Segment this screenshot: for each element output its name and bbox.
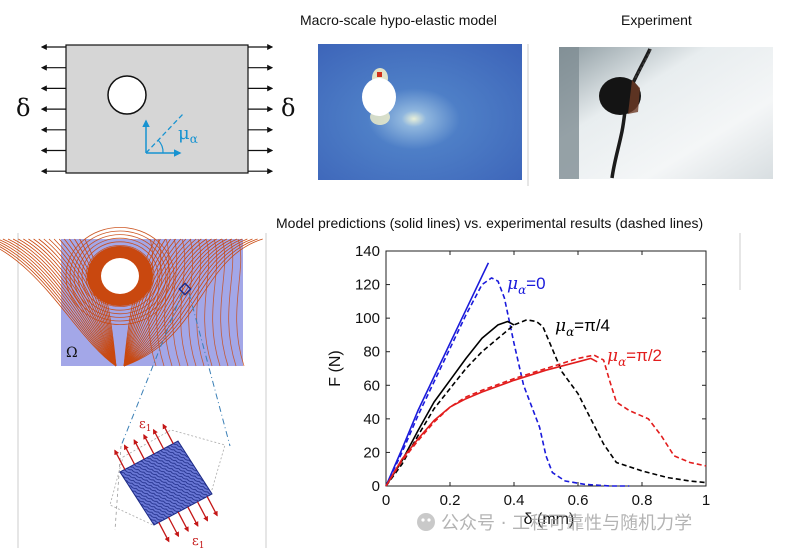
mu-alpha-label: μα (178, 123, 198, 146)
strain-arrow (123, 444, 136, 465)
x-tick-label: 0.4 (504, 492, 525, 509)
hypo-elastic-title: Macro-scale hypo-elastic model (300, 12, 497, 28)
plate (65, 44, 249, 174)
series-line-2 (385, 320, 515, 487)
delta-left-label: δ (16, 94, 30, 122)
strain-arrow (114, 449, 126, 470)
watermark: 公众号 · 工程可靠性与随机力学 (417, 513, 692, 534)
rve-arrows (114, 423, 218, 543)
strain-arrow (196, 501, 209, 522)
rve-square (119, 440, 213, 526)
field-contour-lines (0, 226, 263, 367)
field-hole (101, 258, 139, 294)
epsilon-top-label: ε1 (139, 417, 151, 434)
x-tick-label: 0.2 (440, 492, 461, 509)
y-tick-label: 80 (363, 344, 380, 361)
predictions-title: Model predictions (solid lines) vs. expe… (276, 215, 704, 231)
x-tick-label: 0 (382, 492, 390, 509)
delta-right-label: δ (281, 94, 295, 122)
experiment-panel (559, 47, 773, 179)
plot-frame (385, 250, 707, 487)
y-tick-label: 20 (363, 444, 380, 461)
omega-label: Ω (66, 345, 78, 361)
hypo-hole (362, 78, 396, 116)
strain-arrow (162, 423, 174, 444)
schematic-panel: δ δ μα (16, 44, 295, 175)
strain-arrow (187, 506, 199, 527)
chart-axes: 0 0.2 0.4 0.6 0.8 1 0 20 40 60 80 100 120 140 δ (mm) F … (327, 243, 710, 528)
series-line-1 (385, 277, 630, 487)
strain-arrow (143, 433, 155, 455)
chart-labels: μα=0 μα=π/4 μα=π/2 (507, 274, 662, 369)
x-tick-label: 1 (702, 492, 710, 509)
experiment-title: Experiment (621, 12, 692, 28)
stress-field-panel: Ω (0, 226, 263, 367)
hypo-field (318, 44, 522, 180)
strain-arrow (133, 439, 145, 460)
strain-arrow (158, 522, 170, 543)
series-label-0: μα=0 (507, 274, 546, 297)
y-tick-label: 140 (355, 243, 380, 260)
strain-arrow (206, 496, 218, 517)
hypo-elastic-panel (318, 44, 522, 180)
y-tick-label: 60 (363, 377, 380, 394)
y-tick-label: 120 (355, 277, 380, 294)
strain-arrow (177, 511, 189, 533)
angle-arc (157, 139, 164, 154)
fiber-direction-line (145, 113, 184, 154)
series-label-2: μα=π/2 (607, 346, 662, 369)
strain-arrow (167, 516, 180, 538)
rve-marker (178, 282, 192, 296)
specimen-photo (559, 47, 773, 179)
y-axis-label: F (N) (327, 350, 344, 386)
watermark-text: 公众号 · 工程可靠性与随机力学 (441, 513, 692, 534)
chart-series (385, 262, 707, 487)
series-label-1: μα=π/4 (555, 316, 610, 339)
plate-hole (107, 75, 147, 115)
series-line-3 (385, 318, 707, 487)
rve-panel: ε1 ε1 (109, 292, 231, 551)
x-tick-label: 0.6 (568, 492, 589, 509)
series-line-0 (385, 262, 490, 487)
epsilon-bottom-label: ε1 (192, 534, 204, 551)
y-tick-label: 100 (355, 310, 380, 327)
series-line-5 (385, 354, 707, 487)
x-tick-label: 0.8 (632, 492, 653, 509)
force-displacement-chart: 0 0.2 0.4 0.6 0.8 1 0 20 40 60 80 100 120 140 δ (mm) F … (327, 243, 710, 528)
y-tick-label: 0 (372, 478, 380, 495)
left-load-arrows (40, 44, 66, 175)
y-tick-label: 40 (363, 411, 380, 428)
right-load-arrows (248, 44, 274, 175)
x-axis-label: δ (mm) (524, 511, 575, 528)
series-line-4 (385, 357, 598, 487)
strain-arrow (152, 428, 165, 450)
